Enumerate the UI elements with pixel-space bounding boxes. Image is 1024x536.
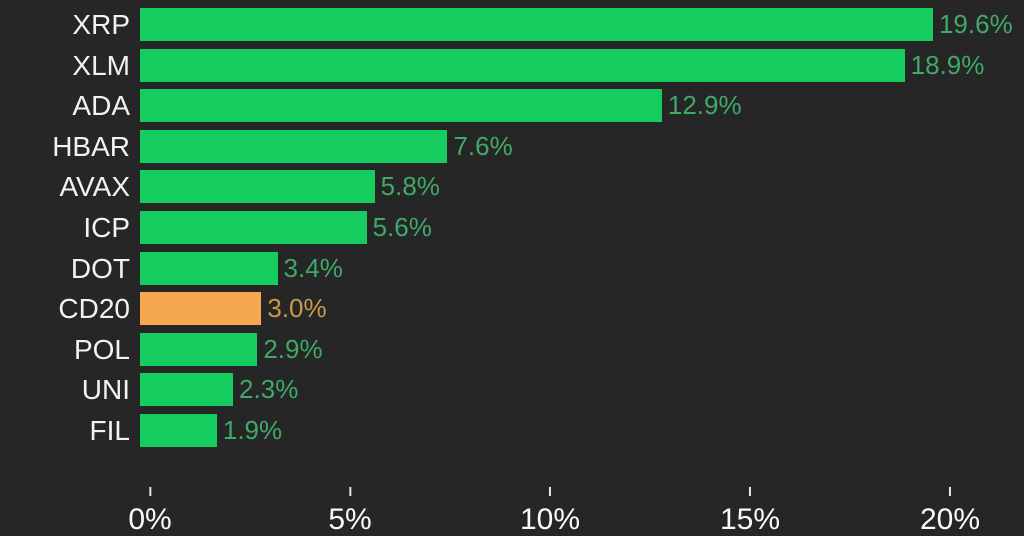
tick-label: 0% (128, 503, 172, 536)
category-label: UNI (81, 374, 130, 406)
bar-track: 12.9% (140, 89, 1024, 123)
bar (140, 332, 258, 366)
bar-track: 7.6% (140, 129, 1024, 163)
bar (140, 210, 367, 244)
bar-value-label: 1.9% (222, 414, 283, 445)
bar-value-label: 5.8% (380, 171, 440, 202)
bar (140, 8, 933, 41)
bar-value-label: 18.9% (910, 49, 985, 80)
tick-label: 10% (519, 503, 581, 536)
bar-track: 19.6% (140, 8, 1024, 41)
bar (140, 413, 217, 447)
bar-track: 2.9% (140, 332, 1024, 366)
category-label: XRP (72, 9, 130, 40)
bar-row: XLM 18.9% (0, 48, 1024, 82)
bar-track: 18.9% (140, 48, 1024, 82)
bar (140, 89, 662, 123)
tick-label: 5% (328, 503, 372, 536)
bar-value-label: 3.4% (283, 252, 343, 283)
bar-row: AVAX 5.8% (0, 170, 1024, 204)
tick-mark (148, 487, 151, 496)
category-label: FIL (89, 414, 130, 446)
bar-value-label: 19.6% (938, 9, 1013, 39)
bar-track: 5.6% (140, 210, 1024, 244)
x-axis-tick: 5% (328, 487, 372, 536)
bar-track: 3.4% (140, 251, 1024, 285)
bar (140, 129, 448, 163)
bar-track: 5.8% (140, 170, 1024, 204)
bar (140, 251, 278, 285)
bar-track: 2.3% (140, 373, 1024, 407)
tick-mark (748, 487, 751, 496)
chart-rows: XRP 19.6% XLM 18.9% ADA 12.9% HBAR 7.6% … (0, 8, 1024, 455)
bar (140, 48, 905, 82)
x-axis-tick: 0% (128, 487, 172, 536)
category-label: POL (73, 333, 130, 365)
tick-label: 20% (919, 503, 981, 536)
category-label: DOT (70, 252, 130, 284)
bar-value-label: 5.6% (372, 211, 432, 242)
bar-value-label: 7.6% (453, 130, 513, 161)
bar (140, 373, 234, 407)
tick-mark (548, 487, 551, 496)
x-axis-tick: 10% (520, 487, 580, 535)
tick-mark (948, 487, 951, 496)
bar-value-label: 2.3% (239, 374, 299, 405)
bar-row: ICP 5.6% (0, 210, 1024, 244)
category-label: AVAX (59, 171, 130, 203)
x-axis-tick: 20% (920, 487, 980, 535)
x-axis-tick: 15% (720, 487, 780, 535)
bar-track: 3.0% (140, 292, 1024, 326)
bar (140, 292, 262, 326)
bar-value-label: 2.9% (263, 333, 323, 364)
tick-label: 15% (719, 503, 781, 536)
bar (140, 170, 375, 204)
bar-row: XRP 19.6% (0, 8, 1024, 41)
x-axis: 0% 5% 10% 15% 20% (128, 487, 1024, 536)
bar-row: HBAR 7.6% (0, 129, 1024, 163)
bar-value-label: 3.0% (267, 293, 327, 324)
bar-row: POL 2.9% (0, 332, 1024, 366)
bar-row: ADA 12.9% (0, 89, 1024, 123)
category-label: HBAR (52, 130, 130, 162)
tick-mark (348, 487, 351, 496)
category-label: ICP (83, 211, 130, 243)
category-label: CD20 (58, 293, 130, 325)
bar-row: FIL 1.9% (0, 413, 1024, 447)
category-label: ADA (72, 90, 130, 122)
bar-value-label: 12.9% (667, 90, 742, 121)
bar-row: UNI 2.3% (0, 373, 1024, 407)
bar-row: CD20 3.0% (0, 292, 1024, 326)
bar-track: 1.9% (140, 413, 1024, 447)
bar-row: DOT 3.4% (0, 251, 1024, 285)
category-label: XLM (72, 49, 130, 81)
